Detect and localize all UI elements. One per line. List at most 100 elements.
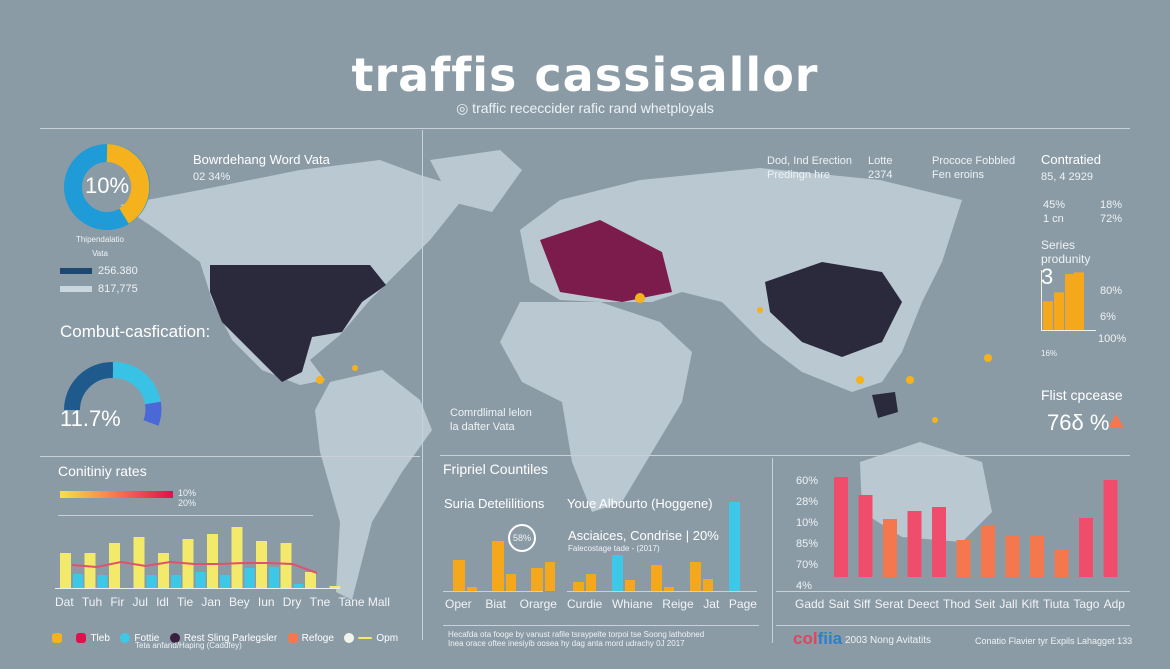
gauge-segment-cyan	[112, 362, 161, 405]
divider	[40, 456, 420, 457]
gauge-segment-blue	[143, 401, 162, 426]
chart-legend: Tleb Fottie Rest Sling Parlegsler Refoge…	[52, 628, 404, 646]
map-label: Dod, Ind Erection Predingn hre	[767, 155, 852, 181]
x-tick-label: Jat	[703, 597, 720, 611]
gradient-bar	[60, 491, 173, 498]
x-tick-label: Oper	[445, 597, 472, 611]
bar	[883, 519, 897, 577]
china-highlight	[765, 262, 902, 357]
series-bar-chart	[1041, 270, 1096, 331]
series-label: 80%	[1100, 285, 1123, 297]
map-note: Comrdlimal lelon la dafter Vata	[450, 407, 532, 433]
donut-slice-yellow	[106, 144, 150, 224]
axis-line	[567, 591, 757, 592]
right-title: Contratied	[1041, 152, 1101, 167]
increase-value: 76δ %	[1047, 410, 1110, 435]
x-tick-label: Reige	[662, 597, 694, 611]
x-tick-label: Jan	[201, 595, 221, 609]
x-tick-label: Tuh	[81, 595, 103, 609]
map-label: Lotte 2374	[868, 155, 893, 181]
bar-cyan	[269, 567, 279, 588]
x-tick-label: Page	[728, 597, 757, 611]
x-axis-labels: Dat Tuh Fir Jul Idl Tie Jan Bey Iun Dry Tne Tane Ma…	[55, 595, 390, 609]
bar-yellow	[256, 541, 267, 588]
y-tick-label: 70%	[796, 559, 819, 571]
bar-yellow	[84, 553, 96, 588]
series-label: 100%	[1098, 333, 1127, 345]
bar-cyan	[293, 584, 304, 588]
bar	[932, 507, 946, 577]
gradient-labels: 10% 20%	[178, 488, 197, 508]
page-subtitle: ◎ traffic receccider rafic rand whetploy…	[456, 100, 714, 116]
axis-line	[1041, 270, 1042, 330]
europe-highlight	[540, 220, 672, 302]
bar-yellow	[305, 572, 316, 588]
brand-year: 2003 Nong Avitatits	[845, 635, 931, 646]
axis-line	[55, 588, 340, 589]
donut-value: 10%	[84, 173, 130, 198]
chart-title: Fripriel Countiles	[443, 461, 549, 477]
right-value: 85, 4 2929	[1041, 171, 1093, 183]
bar	[690, 562, 701, 591]
x-tick-label: Idl	[156, 595, 169, 609]
divider	[772, 458, 773, 643]
bar-cyan	[171, 575, 181, 588]
bar-orange	[586, 574, 596, 591]
bar-yellow	[207, 534, 218, 588]
bar-cyan	[146, 575, 157, 588]
y-axis-labels: 60% 28% 10% 85% 70% 4%	[796, 474, 818, 593]
y-tick-label: 85%	[796, 538, 819, 550]
x-tick-label: Jul	[132, 595, 148, 609]
x-axis-labels: Gadd Sait Siff Serat Deect Thod Seit Jall Kift Ti…	[795, 597, 1125, 611]
legend-note: Teta anfand/Haping (Caddfey)	[135, 641, 242, 650]
bar	[981, 525, 995, 577]
bar-cyan	[244, 568, 255, 588]
bar-orange	[492, 541, 504, 591]
gauge-segment-dark	[64, 362, 114, 411]
divider	[40, 128, 1130, 129]
bar-orange	[1043, 301, 1053, 330]
axis-line	[776, 591, 1130, 592]
legend-swatch-dark	[60, 268, 92, 274]
x-tick-label: Fir	[110, 595, 125, 609]
bar-chart-percent	[834, 477, 1118, 577]
x-tick-label: Serat	[874, 597, 904, 611]
bar-orange	[467, 587, 477, 591]
bar-orange	[703, 579, 713, 591]
stat: 72%	[1100, 213, 1123, 225]
chart-note: Falecostage tade - (2017)	[568, 544, 660, 553]
x-tick-label: Tne	[309, 595, 331, 609]
bar	[1005, 536, 1020, 577]
x-tick-label: Whiane	[611, 597, 653, 611]
bar-orange	[625, 580, 635, 591]
bar-cyan	[220, 575, 230, 588]
increase-title: Flist cpcease	[1041, 387, 1123, 403]
map-label-value: 02 34%	[193, 171, 231, 183]
x-tick-label: Thod	[943, 597, 971, 611]
bar	[1103, 480, 1118, 577]
bar	[573, 582, 584, 591]
bar-yellow	[231, 527, 243, 588]
y-tick-label: 10%	[796, 517, 819, 529]
map-label: Prococe Fobbled Fen eroins	[932, 155, 1016, 181]
chart-subtitle: Youe Albourto (Hoggene)	[567, 496, 713, 511]
bar-orange	[1074, 272, 1084, 330]
bar-orange	[545, 562, 555, 591]
bar-orange	[664, 587, 674, 591]
footnote: Hecafda ota fooge by vanust rafile tsray…	[448, 630, 705, 648]
bar-yellow	[158, 553, 169, 588]
x-tick-label: Seit	[974, 597, 996, 611]
x-tick-label: Curdie	[567, 597, 603, 611]
australia	[860, 442, 992, 542]
bar	[612, 555, 623, 591]
divider	[440, 455, 1130, 456]
gauge-value: 11.7%	[60, 406, 121, 431]
bar-yellow	[109, 543, 120, 588]
line-series	[71, 560, 318, 574]
x-tick-label: Siff	[853, 597, 871, 611]
x-tick-label: Adp	[1103, 597, 1125, 611]
bar-orange	[453, 560, 465, 591]
y-tick-label: 60%	[796, 475, 819, 487]
x-axis-labels: Oper Biat Orarge	[445, 597, 557, 611]
